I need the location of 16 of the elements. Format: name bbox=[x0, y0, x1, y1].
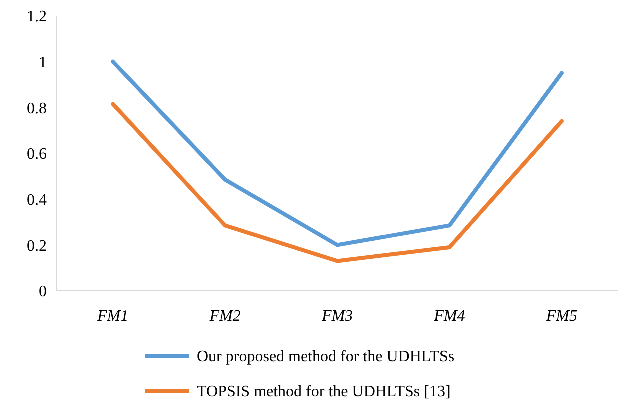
y-tick-label: 0.4 bbox=[27, 192, 47, 209]
x-tick-label: FM2 bbox=[208, 308, 241, 325]
y-tick-label: 0.2 bbox=[27, 238, 47, 255]
y-tick-label: 0.6 bbox=[27, 146, 47, 164]
y-tick-label: 1.2 bbox=[27, 8, 47, 26]
y-tick-label: 0 bbox=[39, 284, 47, 301]
legend-label: Our proposed method for the UDHLTSs bbox=[197, 348, 455, 366]
x-tick-label: FM5 bbox=[545, 308, 578, 325]
line-series bbox=[111, 60, 564, 248]
y-tick-label: 0.8 bbox=[27, 100, 47, 118]
x-tick-label: FM4 bbox=[433, 308, 466, 325]
line-series bbox=[111, 102, 564, 264]
y-tick-label: 1 bbox=[39, 54, 47, 72]
x-tick-label: FM3 bbox=[320, 308, 354, 325]
x-tick-label: FM1 bbox=[96, 308, 129, 325]
legend-label: TOPSIS method for the UDHLTSs [13] bbox=[197, 384, 451, 401]
